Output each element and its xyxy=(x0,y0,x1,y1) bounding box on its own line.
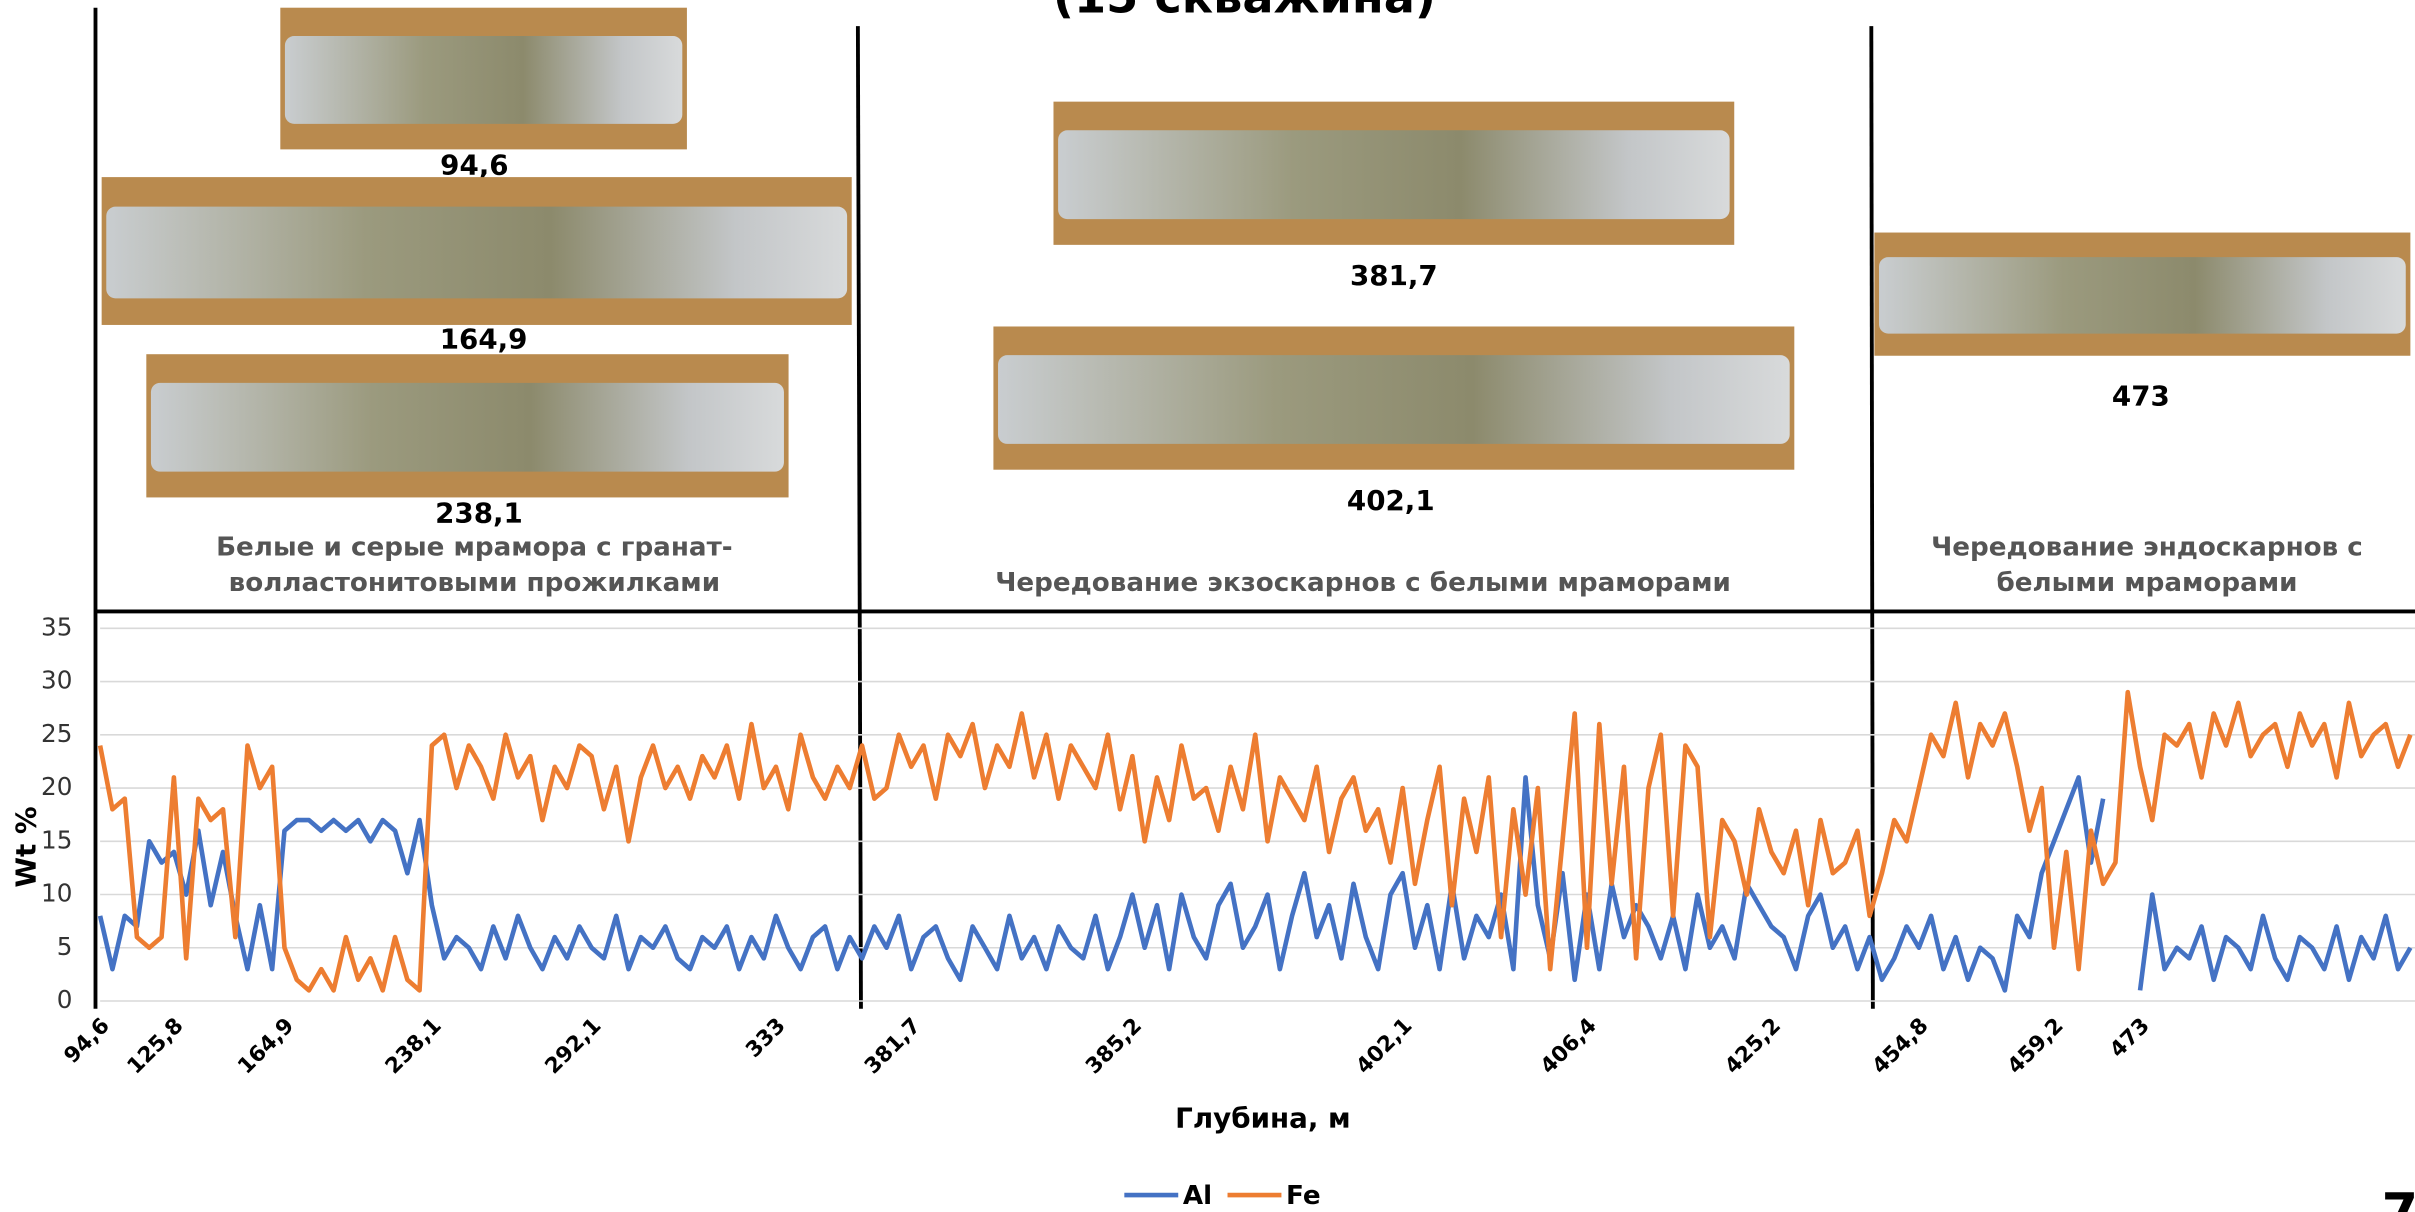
page: {"chart_data": {"type": "line", "title":… xyxy=(0,0,2415,1212)
photo-label: 94,6 xyxy=(440,148,508,181)
photo-label: 473 xyxy=(2112,379,2170,412)
x-tick-label: 381,7 xyxy=(860,1013,926,1079)
divider xyxy=(858,26,861,1009)
y-tick-label: 30 xyxy=(41,666,72,695)
y-axis-label: Wt % xyxy=(10,806,43,887)
photo-core xyxy=(1058,130,1730,219)
y-tick-label: 15 xyxy=(41,825,72,854)
x-tick-label: 473 xyxy=(2105,1013,2154,1062)
photo-core xyxy=(151,383,784,472)
photo-label: 402,1 xyxy=(1347,484,1435,517)
section-caption: Белые и серые мрамора с гранат- xyxy=(216,533,733,563)
section-caption: Чередование эндоскарнов с xyxy=(1931,533,2363,563)
x-tick-label: 292,1 xyxy=(540,1013,606,1079)
photo-label: 238,1 xyxy=(435,496,523,529)
photo-core xyxy=(106,207,847,299)
legend-label: Fe xyxy=(1286,1181,1321,1211)
x-tick-label: 385,2 xyxy=(1081,1013,1147,1079)
divider xyxy=(1871,26,1873,1009)
y-tick-label: 35 xyxy=(41,612,72,641)
x-tick-label: 459,2 xyxy=(2003,1013,2069,1079)
page-number: 7 xyxy=(2382,1183,2415,1212)
x-tick-label: 454,8 xyxy=(1868,1013,1934,1079)
slide: (15 скважина) Wt % Глубина, м 7 94,6 164,… xyxy=(0,0,2415,1212)
section-caption: волластонитовыми прожилками xyxy=(229,568,720,598)
x-tick-label: 425,2 xyxy=(1720,1013,1786,1079)
photo-label: 164,9 xyxy=(440,322,528,355)
legend-label: Al xyxy=(1183,1181,1212,1211)
y-tick-label: 10 xyxy=(41,879,72,908)
x-tick-label: 333 xyxy=(741,1013,790,1062)
section-caption: белыми мраморами xyxy=(1997,568,2298,598)
y-tick-label: 25 xyxy=(41,719,72,748)
x-tick-label: 94,6 xyxy=(59,1013,114,1068)
y-tick-label: 5 xyxy=(57,932,73,961)
photo-core xyxy=(1879,257,2406,333)
photo-label: 381,7 xyxy=(1350,259,1438,292)
y-tick-label: 20 xyxy=(41,772,72,801)
section-caption: Чередование экзоскарнов с белыми мрамора… xyxy=(995,568,1731,598)
photo-core xyxy=(998,355,1790,444)
slide-title: (15 скважина) xyxy=(1053,0,1436,23)
x-tick-label: 238,1 xyxy=(381,1013,447,1079)
x-tick-label: 164,9 xyxy=(233,1013,299,1079)
x-tick-label: 406,4 xyxy=(1536,1013,1602,1079)
y-tick-label: 0 xyxy=(57,985,73,1014)
x-tick-label: 402,1 xyxy=(1351,1013,1417,1079)
photo-core xyxy=(285,36,682,124)
x-axis-label: Глубина, м xyxy=(1175,1102,1351,1135)
x-tick-label: 125,8 xyxy=(123,1013,189,1079)
